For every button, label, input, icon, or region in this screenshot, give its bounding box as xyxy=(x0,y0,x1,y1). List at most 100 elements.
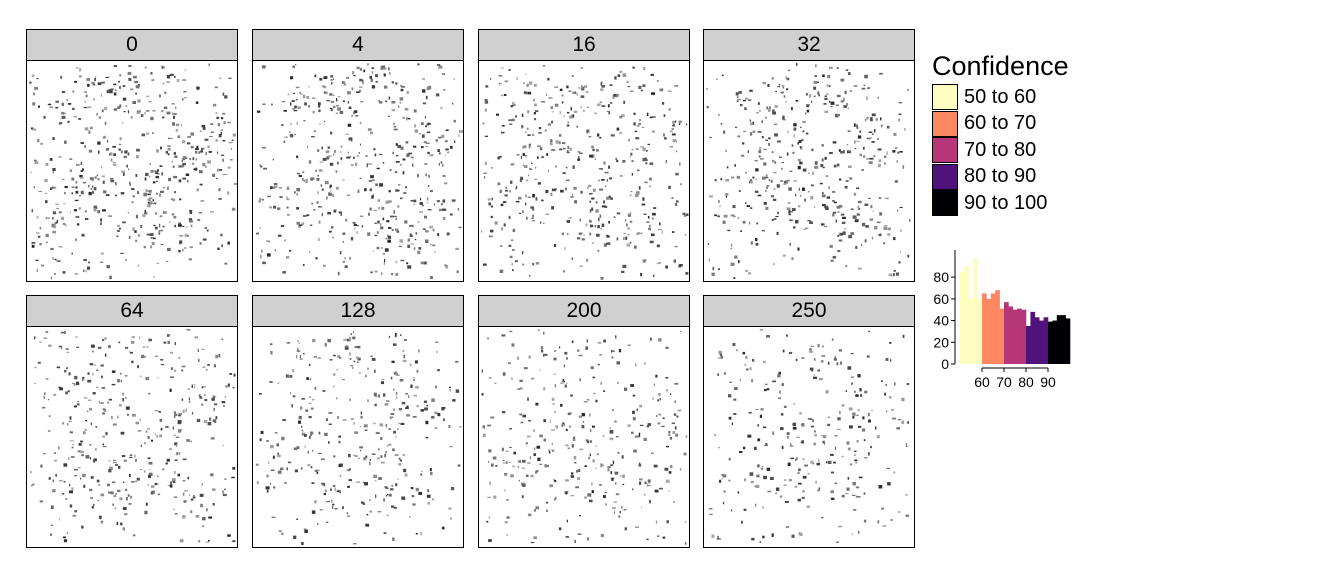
raster-speck xyxy=(120,522,123,526)
raster-speck xyxy=(61,102,64,106)
map-panel: 200 xyxy=(478,295,690,548)
raster-speck xyxy=(96,386,99,388)
raster-speck xyxy=(723,214,728,218)
raster-speck xyxy=(775,487,780,491)
raster-speck xyxy=(897,209,899,212)
panel-strip-label: 200 xyxy=(478,295,690,327)
raster-specks xyxy=(255,331,462,546)
raster-speck xyxy=(893,273,895,277)
raster-speck xyxy=(662,536,666,539)
raster-speck xyxy=(175,453,177,456)
raster-speck xyxy=(741,520,743,524)
raster-speck xyxy=(616,361,620,365)
raster-speck xyxy=(644,481,647,485)
raster-speck xyxy=(65,224,67,227)
raster-speck xyxy=(80,440,83,443)
raster-speck xyxy=(530,542,535,544)
raster-speck xyxy=(329,162,334,166)
raster-speck xyxy=(163,341,167,344)
raster-speck xyxy=(507,362,511,364)
raster-speck xyxy=(806,505,811,508)
raster-speck xyxy=(641,126,645,128)
raster-speck xyxy=(112,503,114,506)
raster-speck xyxy=(548,450,550,454)
raster-speck xyxy=(75,186,78,189)
raster-speck xyxy=(303,120,306,122)
raster-speck xyxy=(503,94,507,96)
raster-speck xyxy=(212,395,215,399)
raster-speck xyxy=(831,471,834,474)
raster-speck xyxy=(646,149,648,152)
raster-speck xyxy=(511,249,515,251)
raster-speck xyxy=(349,156,352,158)
raster-speck xyxy=(639,119,641,122)
raster-speck xyxy=(324,91,328,95)
raster-speck xyxy=(386,220,390,223)
raster-speck xyxy=(601,223,605,227)
raster-speck xyxy=(819,182,823,185)
raster-speck xyxy=(790,445,794,447)
raster-speck xyxy=(845,69,849,71)
raster-speck xyxy=(457,208,460,211)
raster-speck xyxy=(414,238,417,241)
raster-speck xyxy=(588,136,592,138)
raster-speck xyxy=(533,112,536,115)
raster-speck xyxy=(151,490,155,494)
raster-speck xyxy=(846,150,851,154)
raster-speck xyxy=(877,137,879,141)
raster-speck xyxy=(550,192,553,196)
legend-swatch xyxy=(932,110,958,137)
raster-speck xyxy=(110,158,113,162)
raster-speck xyxy=(646,112,649,117)
raster-speck xyxy=(827,423,831,427)
raster-speck xyxy=(203,419,207,424)
raster-speck xyxy=(836,163,840,167)
raster-speck xyxy=(510,180,513,184)
raster-speck xyxy=(494,382,497,384)
raster-speck xyxy=(589,224,594,228)
raster-speck xyxy=(856,496,861,498)
raster-speck xyxy=(304,445,306,448)
raster-speck xyxy=(141,354,145,359)
raster-speck xyxy=(122,392,124,396)
raster-speck xyxy=(638,432,641,437)
raster-speck xyxy=(578,87,580,89)
raster-speck xyxy=(390,376,393,380)
raster-speck xyxy=(775,90,777,92)
raster-speck xyxy=(797,142,800,145)
raster-speck xyxy=(277,207,281,210)
raster-speck xyxy=(82,473,86,478)
raster-speck xyxy=(359,143,362,146)
raster-speck xyxy=(528,355,531,359)
raster-speck xyxy=(665,389,669,392)
raster-speck xyxy=(444,140,448,143)
raster-speck xyxy=(438,163,440,166)
raster-speck xyxy=(190,132,195,136)
raster-speck xyxy=(132,75,137,79)
map-panel: 128 xyxy=(252,295,464,548)
raster-speck xyxy=(580,95,585,98)
raster-speck xyxy=(773,262,775,266)
raster-speck xyxy=(48,344,52,347)
raster-speck xyxy=(767,490,772,493)
raster-speck xyxy=(37,235,41,238)
raster-speck xyxy=(233,373,236,377)
raster-speck xyxy=(207,364,210,366)
raster-speck xyxy=(893,237,896,241)
raster-speck xyxy=(427,122,431,125)
raster-speck xyxy=(318,237,320,241)
raster-speck xyxy=(319,161,324,163)
raster-speck xyxy=(311,482,315,484)
raster-speck xyxy=(188,218,192,221)
raster-speck xyxy=(67,120,70,123)
raster-speck xyxy=(35,259,39,261)
raster-speck xyxy=(400,85,403,87)
raster-speck xyxy=(807,472,810,475)
raster-speck xyxy=(128,235,131,240)
raster-speck xyxy=(221,117,224,120)
raster-speck xyxy=(626,80,629,84)
raster-speck xyxy=(427,502,430,505)
raster-speck xyxy=(100,493,105,497)
raster-speck xyxy=(775,492,778,494)
raster-speck xyxy=(342,240,344,243)
